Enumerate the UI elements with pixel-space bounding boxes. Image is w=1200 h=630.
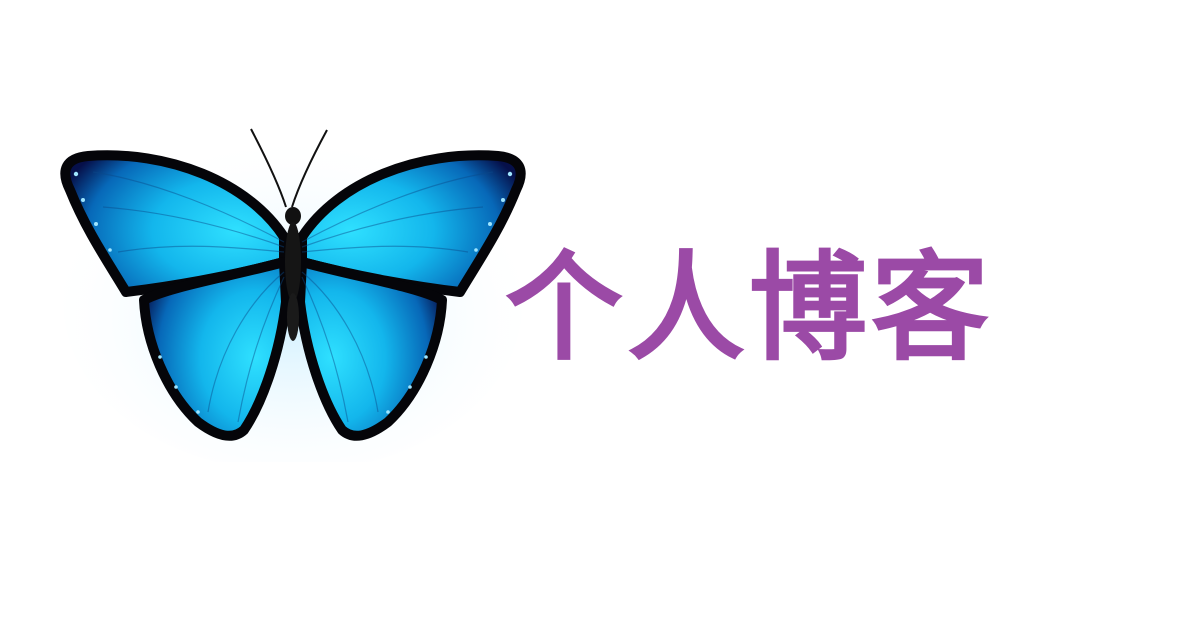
butterfly-icon (48, 112, 538, 462)
page-title: 个人博客 (505, 239, 994, 377)
